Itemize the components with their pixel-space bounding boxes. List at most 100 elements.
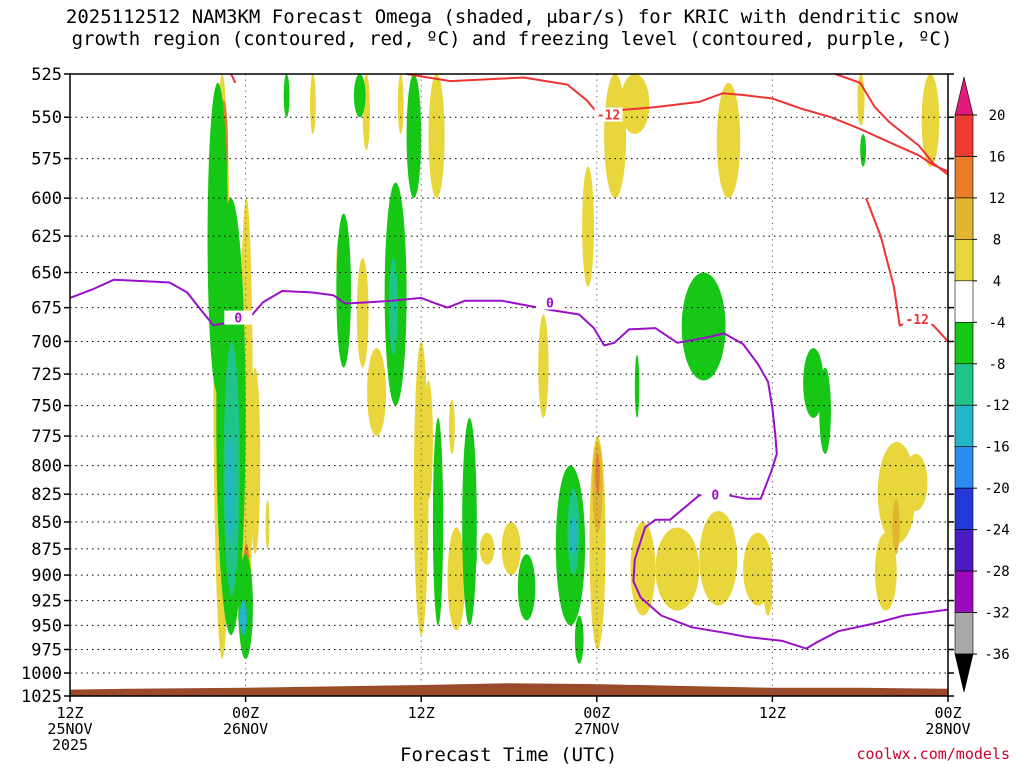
y-tick-label: 575 xyxy=(31,150,62,170)
colorbar-swatch xyxy=(954,529,974,572)
x-tick-label: 28NOV xyxy=(925,720,970,738)
y-tick-label: 700 xyxy=(31,332,62,352)
colorbar-top-triangle xyxy=(954,76,974,116)
x-tick-label: 2025 xyxy=(52,736,88,754)
dgz-contour-upper xyxy=(406,73,949,173)
omega-sinking-region xyxy=(406,74,422,199)
chart-title-line-2: growth region (contoured, red, ºC) and f… xyxy=(71,28,953,50)
chart-title-line-1: 2025112512 NAM3KM Forecast Omega (shaded… xyxy=(65,6,959,28)
colorbar-swatch xyxy=(954,446,974,489)
omega-rising-region xyxy=(424,380,433,500)
colorbar-label: -12 xyxy=(984,398,1009,414)
y-tick-label: 900 xyxy=(31,566,62,586)
omega-sinking-region xyxy=(353,74,366,118)
colorbar-swatch xyxy=(954,404,974,447)
omega-rising-region xyxy=(582,166,594,287)
y-tick-label: 775 xyxy=(31,427,62,447)
colorbar-swatch xyxy=(954,322,974,365)
x-tick-label: 12Z xyxy=(408,704,435,722)
omega-sinking-region xyxy=(574,615,584,664)
omega-sinking-region xyxy=(226,436,234,544)
dotted-grid xyxy=(70,74,948,696)
x-tick-label: 00Z xyxy=(583,704,610,722)
colorbar-label: -24 xyxy=(984,523,1009,539)
omega-rising-region xyxy=(699,510,738,606)
plot-frame xyxy=(69,73,949,697)
freezing-label: 0 xyxy=(711,488,719,503)
x-axis-label: Forecast Time (UTC) xyxy=(400,744,618,766)
colorbar-swatch xyxy=(954,570,974,613)
colorbar-swatch xyxy=(954,487,974,530)
omega-sinking-region xyxy=(803,348,824,418)
omega-rising-region xyxy=(763,564,773,616)
omega-rising-region xyxy=(449,399,455,454)
omega-rising-region xyxy=(265,499,270,549)
y-tick-label: 675 xyxy=(31,299,62,319)
y-tick-label: 825 xyxy=(31,485,62,505)
freezing-label: 0 xyxy=(234,312,242,327)
freezing-label-bg xyxy=(701,487,730,502)
credit-text: coolwx.com/models xyxy=(856,745,1010,763)
y-tick-label: 625 xyxy=(31,227,62,247)
omega-sinking-region xyxy=(860,133,867,167)
y-tick-label: 1025 xyxy=(21,687,62,707)
omega-rising-region xyxy=(716,82,741,199)
x-tick-label: 12Z xyxy=(56,704,83,722)
colorbar-swatch xyxy=(954,612,974,655)
y-tick-label: 875 xyxy=(31,540,62,560)
dgz-contour-upper-left xyxy=(230,73,237,84)
colorbar-label: 8 xyxy=(993,232,1001,248)
y-tick-label: 750 xyxy=(31,397,62,417)
y-tick-label: 950 xyxy=(31,616,62,636)
x-tick-label: 00Z xyxy=(934,704,961,722)
omega-sinking-region xyxy=(570,516,577,555)
omega-rising-region xyxy=(367,348,387,437)
omega-rising-region xyxy=(595,453,600,495)
dgz-contour-right xyxy=(834,73,949,176)
colorbar-label: 12 xyxy=(989,191,1006,207)
x-tick-label: 12Z xyxy=(759,704,786,722)
omega-rising-region xyxy=(397,74,404,134)
y-tick-label: 725 xyxy=(31,365,62,385)
freezing-contour-main xyxy=(69,278,949,650)
omega-rising-region xyxy=(921,74,940,167)
y-tick-label: 650 xyxy=(31,264,62,284)
y-tick-label: 800 xyxy=(31,457,62,477)
omega-rising-region xyxy=(620,74,650,134)
omega-rising-region xyxy=(428,74,445,199)
freezing-level-contour: 0 0 0 xyxy=(69,278,949,650)
omega-rising-region xyxy=(447,527,466,631)
omega-sinking-region xyxy=(239,600,248,636)
colorbar-swatch xyxy=(954,114,974,157)
y-tick-label: 550 xyxy=(31,108,62,128)
colorbar-label: -32 xyxy=(984,606,1009,622)
y-tick-label: 525 xyxy=(31,65,62,85)
colorbar-label: -36 xyxy=(984,647,1009,663)
y-tick-label: 600 xyxy=(31,189,62,209)
dgz-contours: -12 -12 xyxy=(230,73,949,343)
dgz-label: -12 xyxy=(597,109,620,124)
colorbar-label: 4 xyxy=(993,274,1001,290)
freezing-label: 0 xyxy=(546,297,554,312)
colorbar-swatch xyxy=(954,239,974,282)
y-tick-label: 925 xyxy=(31,592,62,612)
terrain-surface xyxy=(70,683,948,696)
x-tick-label: 00Z xyxy=(232,704,259,722)
dgz-label: -12 xyxy=(906,313,929,328)
omega-rising-region xyxy=(479,532,495,565)
colorbar-swatch xyxy=(954,363,974,406)
omega-rising-region xyxy=(874,532,897,611)
omega-sinking-region xyxy=(681,272,726,381)
omega-sinking-region xyxy=(462,417,477,626)
omega-sinking-region xyxy=(517,554,536,621)
colorbar-label: 16 xyxy=(989,149,1006,165)
x-tick-label: 25NOV xyxy=(47,720,92,738)
dgz-label-bg xyxy=(594,107,623,122)
omega-rising-region xyxy=(249,367,261,555)
y-tick-label: 975 xyxy=(31,641,62,661)
colorbar-swatch xyxy=(954,280,974,323)
omega-sinking-region xyxy=(469,532,477,576)
colorbar-swatch xyxy=(954,156,974,199)
